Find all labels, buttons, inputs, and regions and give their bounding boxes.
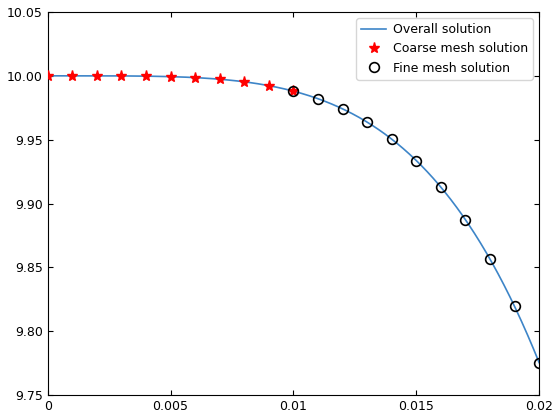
- Coarse mesh solution: [143, 74, 150, 79]
- Overall solution: [536, 360, 543, 365]
- Overall solution: [44, 74, 51, 79]
- Overall solution: [270, 84, 277, 89]
- Line: Fine mesh solution: Fine mesh solution: [288, 86, 544, 368]
- Coarse mesh solution: [216, 77, 223, 82]
- Fine mesh solution: [487, 257, 493, 262]
- Coarse mesh solution: [167, 74, 174, 79]
- Overall solution: [283, 87, 290, 92]
- Coarse mesh solution: [69, 74, 76, 79]
- Fine mesh solution: [364, 120, 371, 125]
- Coarse mesh solution: [44, 74, 51, 79]
- Overall solution: [521, 326, 528, 331]
- Fine mesh solution: [462, 217, 469, 222]
- Fine mesh solution: [315, 96, 321, 101]
- Coarse mesh solution: [265, 83, 272, 88]
- Line: Coarse mesh solution: Coarse mesh solution: [42, 70, 299, 97]
- Fine mesh solution: [437, 184, 444, 189]
- Fine mesh solution: [388, 136, 395, 142]
- Coarse mesh solution: [192, 75, 198, 80]
- Fine mesh solution: [536, 360, 543, 365]
- Fine mesh solution: [413, 158, 419, 163]
- Line: Overall solution: Overall solution: [48, 76, 539, 362]
- Overall solution: [521, 326, 528, 331]
- Overall solution: [69, 74, 76, 79]
- Coarse mesh solution: [241, 79, 248, 84]
- Overall solution: [431, 177, 438, 182]
- Coarse mesh solution: [94, 74, 100, 79]
- Fine mesh solution: [290, 89, 297, 94]
- Coarse mesh solution: [118, 74, 125, 79]
- Coarse mesh solution: [290, 89, 297, 94]
- Fine mesh solution: [339, 106, 346, 111]
- Legend: Overall solution, Coarse mesh solution, Fine mesh solution: Overall solution, Coarse mesh solution, …: [357, 18, 533, 80]
- Fine mesh solution: [511, 304, 518, 309]
